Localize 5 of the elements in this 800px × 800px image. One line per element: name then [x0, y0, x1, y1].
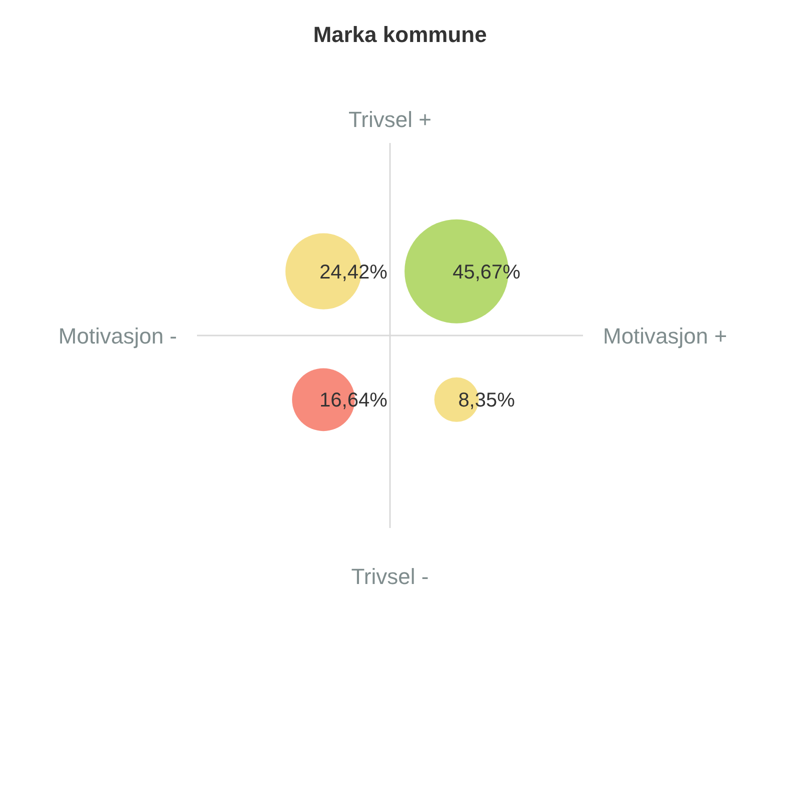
text: Trivsel + — [348, 107, 432, 132]
text: Marka kommune — [312, 22, 488, 48]
text: Motivasjon + — [603, 324, 728, 348]
text: Trivsel - — [351, 564, 429, 589]
text: Motivasjon - — [58, 324, 177, 348]
